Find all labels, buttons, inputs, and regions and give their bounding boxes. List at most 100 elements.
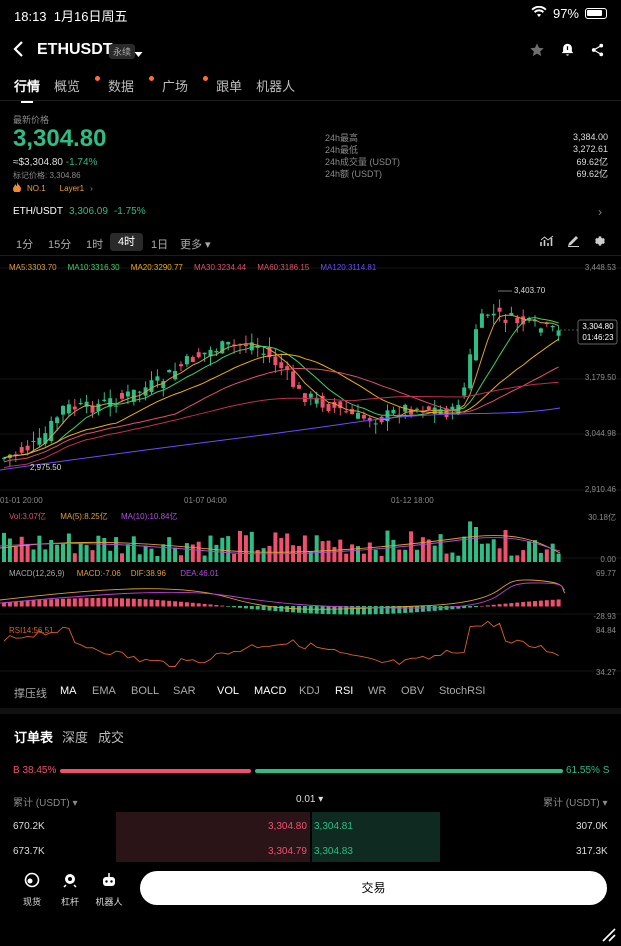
- indicator-vol[interactable]: VOL: [217, 685, 240, 697]
- macd-histogram: [2, 598, 561, 615]
- candle: [521, 316, 526, 325]
- tab-market[interactable]: 行情: [14, 76, 40, 103]
- tab-copytrade[interactable]: 跟单: [216, 79, 243, 94]
- ask-depth-bar: [312, 838, 440, 862]
- indicator-kdj[interactable]: KDJ: [299, 685, 320, 697]
- time-axis-label: 01-07 04:00: [184, 496, 227, 505]
- candle: [538, 328, 543, 333]
- candle: [114, 405, 119, 407]
- resize-handle-icon[interactable]: [600, 926, 616, 946]
- rank-row[interactable]: NO.1 Layer1 ›: [13, 182, 93, 194]
- volume-bar: [462, 536, 467, 562]
- candle: [314, 397, 319, 404]
- macd-bar: [43, 599, 48, 607]
- star-icon[interactable]: [529, 42, 545, 63]
- back-icon[interactable]: [12, 39, 26, 64]
- volume-bar: [202, 555, 207, 562]
- volume-bar: [179, 555, 183, 562]
- tab-data[interactable]: 数据: [108, 76, 155, 95]
- time-axis-label: 01-01 20:00: [0, 496, 43, 505]
- nav-spot[interactable]: 现货: [20, 872, 44, 908]
- interval-1h[interactable]: 1时: [86, 239, 104, 251]
- notification-dot: [203, 76, 209, 81]
- candle-countdown: 01:46:23: [582, 333, 614, 342]
- macd-bar: [462, 606, 467, 609]
- tab-trades[interactable]: 成交: [98, 730, 125, 745]
- volume-bar: [190, 544, 195, 562]
- macd-bar: [155, 599, 160, 607]
- macd-bar: [420, 606, 425, 612]
- mark-price: 标记价格: 3,304.86: [13, 171, 81, 180]
- indicator-stochrsi[interactable]: StochRSI: [439, 685, 486, 697]
- trade-button[interactable]: 交易: [140, 871, 607, 905]
- indicator-rsi[interactable]: RSI: [335, 685, 354, 697]
- bid-total-header[interactable]: 累计 (USDT) ▾: [13, 798, 78, 809]
- interval-15m[interactable]: 15分: [48, 239, 72, 251]
- macd-bar: [356, 606, 360, 615]
- indicator-boll[interactable]: BOLL: [131, 685, 160, 697]
- candle: [397, 414, 402, 417]
- macd-bar: [456, 606, 461, 609]
- tab-overview[interactable]: 概览: [54, 76, 101, 95]
- indicator-ma[interactable]: MA: [60, 685, 77, 697]
- indicator-chart-icon[interactable]: [540, 235, 554, 250]
- volume-bar: [509, 555, 514, 562]
- chevron-right-icon[interactable]: ›: [598, 205, 602, 219]
- symbol-title[interactable]: ETHUSDT: [37, 41, 113, 58]
- macd-bar: [66, 598, 71, 607]
- macd-bar: [131, 598, 136, 607]
- macd-bar: [391, 606, 396, 614]
- candle: [285, 366, 290, 371]
- interval-4h[interactable]: 4时: [110, 233, 143, 251]
- settings-gear-icon[interactable]: [593, 234, 607, 251]
- interval-1m[interactable]: 1分: [16, 239, 34, 251]
- volume-bar: [279, 538, 284, 562]
- tab-square[interactable]: 广场: [162, 76, 209, 95]
- macd-bar: [538, 600, 543, 607]
- chevron-down-icon[interactable]: [134, 45, 143, 63]
- ma-legend-0: MA5:3303.70: [9, 263, 57, 272]
- tab-depth[interactable]: 深度: [62, 730, 89, 745]
- ask-total-header[interactable]: 累计 (USDT) ▾: [543, 798, 608, 809]
- ask-depth-bar: [312, 812, 440, 838]
- macd-bar: [521, 602, 526, 607]
- tab-orderbook[interactable]: 订单表: [14, 730, 54, 745]
- candle: [326, 403, 331, 412]
- nav-bots[interactable]: 机器人: [94, 872, 124, 908]
- macd-bar: [173, 601, 178, 607]
- volume-bar: [308, 551, 313, 562]
- macd-bar: [96, 598, 101, 607]
- volume-bar: [249, 531, 254, 562]
- battery-percent: 97%: [552, 6, 579, 21]
- draw-pen-icon[interactable]: [567, 235, 580, 250]
- macd-bar: [474, 606, 478, 608]
- volume-bar: [120, 553, 124, 562]
- sell-ratio-label: 61.55% S: [566, 765, 610, 776]
- volume-bar: [25, 543, 30, 562]
- nav-margin[interactable]: 杠杆: [58, 872, 82, 908]
- indicator-wr[interactable]: WR: [368, 685, 387, 697]
- volume-bar: [426, 539, 431, 562]
- kline-chart[interactable]: MA5:3303.70 MA10:3316.30 MA20:3290.77 MA30:…: [0, 258, 621, 682]
- indicator-obv[interactable]: OBV: [401, 685, 425, 697]
- indicator-sar[interactable]: SAR: [173, 685, 196, 697]
- volume-bar: [261, 548, 266, 562]
- share-icon[interactable]: [590, 42, 605, 63]
- volume-bar: [544, 549, 549, 562]
- price-axis-label: 2,910.46: [585, 485, 617, 494]
- interval-more[interactable]: 更多 ▾: [180, 239, 211, 251]
- tab-bots[interactable]: 机器人: [256, 79, 296, 94]
- macd-bar: [403, 606, 408, 613]
- vol-legend-2: MA(10):10.84亿: [121, 511, 177, 521]
- indicator-ema[interactable]: EMA: [92, 685, 116, 697]
- spot-pair-row[interactable]: ETH/USDT 3,306.09 -1.75%: [13, 206, 146, 217]
- interval-1d[interactable]: 1日: [151, 239, 169, 251]
- alert-bell-icon[interactable]: [560, 42, 575, 63]
- notification-dot: [95, 76, 101, 81]
- candle: [72, 406, 77, 410]
- indicator-support-resistance[interactable]: 撑压线: [14, 688, 47, 700]
- volume-bar: [497, 548, 502, 562]
- indicator-macd[interactable]: MACD: [254, 685, 287, 697]
- candle: [415, 408, 419, 410]
- precision-select[interactable]: 0.01 ▾: [296, 794, 324, 805]
